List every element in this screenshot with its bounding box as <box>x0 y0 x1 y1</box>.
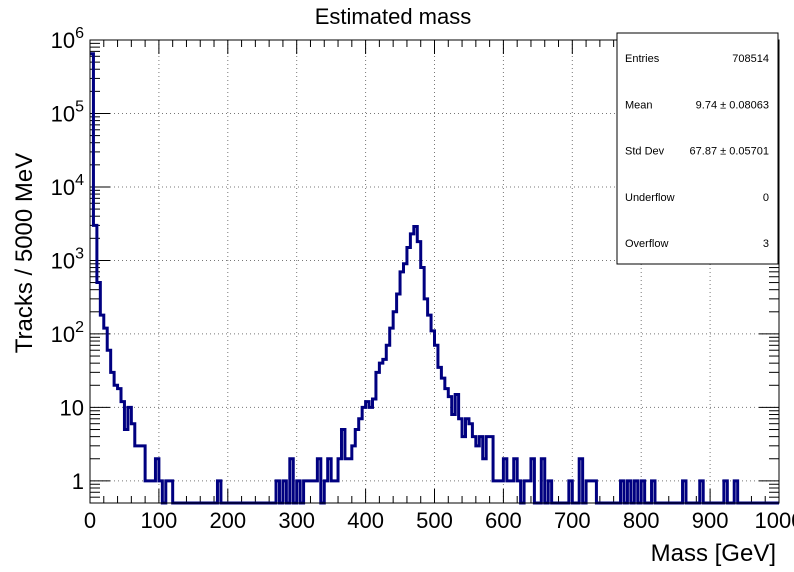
stats-label: Underflow <box>625 192 675 204</box>
x-tick-label: 200 <box>209 508 246 533</box>
stats-label: Entries <box>625 53 660 65</box>
y-tick-label: 102 <box>51 319 84 347</box>
stats-box-frame <box>616 32 779 265</box>
stats-label: Overflow <box>625 238 668 250</box>
y-tick-label: 105 <box>51 98 84 126</box>
y-tick-label: 104 <box>51 172 84 200</box>
stats-value: 3 <box>763 238 769 250</box>
stats-label: Mean <box>625 99 653 111</box>
x-tick-label: 1000 <box>755 508 794 533</box>
stats-value: 0 <box>763 192 769 204</box>
stats-value: 708514 <box>732 53 769 65</box>
x-tick-label: 0 <box>84 508 96 533</box>
stats-value: 67.87 ± 0.05701 <box>690 146 769 158</box>
x-tick-label: 700 <box>554 508 591 533</box>
y-axis-title: Tracks / 5000 MeV <box>11 153 38 354</box>
x-tick-label: 900 <box>692 508 729 533</box>
x-tick-label: 500 <box>416 508 453 533</box>
stats-label: Std Dev <box>625 146 665 158</box>
chart-title: Estimated mass <box>315 4 472 29</box>
y-tick-label: 1 <box>72 469 84 494</box>
x-tick-labels: 0 100 200 300 400 500 600 700 800 900 1000 <box>84 508 794 533</box>
y-tick-label: 103 <box>51 245 84 273</box>
y-tick-label: 10 <box>60 395 84 420</box>
y-tick-label: 106 <box>51 25 84 53</box>
x-tick-label: 800 <box>623 508 660 533</box>
x-tick-label: 300 <box>278 508 315 533</box>
x-axis-title: Mass [GeV] <box>651 540 776 567</box>
stats-value: 9.74 ± 0.08063 <box>696 99 769 111</box>
x-tick-label: 100 <box>141 508 178 533</box>
stats-box: Entries 708514 Mean 9.74 ± 0.08063 Std Dev 67… <box>616 32 779 265</box>
plot-frame <box>89 39 780 504</box>
y-tick-labels: 1 10 102 103 104 105 106 <box>51 25 84 494</box>
x-tick-label: 600 <box>485 508 522 533</box>
x-tick-label: 400 <box>347 508 384 533</box>
